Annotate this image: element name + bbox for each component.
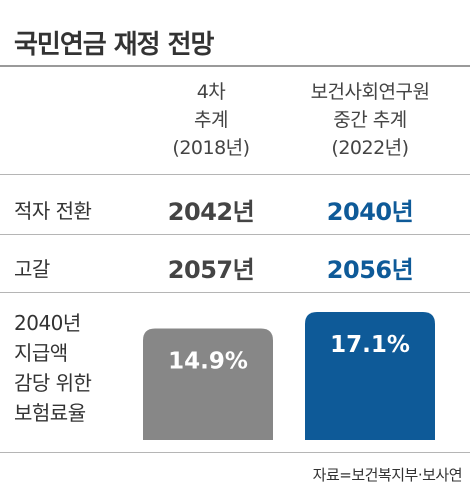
row-label-deficit: 적자 전환 <box>14 199 92 223</box>
row-label-depletion: 고갈 <box>14 257 50 281</box>
rate-bar-value-label: 17.1% <box>330 332 410 358</box>
column-header-line: (2022년) <box>331 137 409 159</box>
rate-bar-value-label: 14.9% <box>168 348 248 374</box>
contribution-rate-label-line: 2040년 <box>14 311 81 335</box>
infographic-title: 국민연금 재정 전망 <box>14 30 214 60</box>
row-divider <box>0 174 470 175</box>
row-divider <box>0 292 470 293</box>
row-divider <box>0 234 470 235</box>
column-header-line: (2018년) <box>172 137 250 159</box>
contribution-rate-label-line: 지급액 <box>14 341 68 365</box>
column-header-kihasa-projection: 보건사회연구원 중간 추계 (2022년) <box>278 78 462 162</box>
deficit-year-2022-projection: 2040년 <box>326 198 414 226</box>
rate-bar-2022-projection <box>305 312 435 440</box>
contribution-rate-label-line: 감당 위한 <box>14 371 92 395</box>
title-divider <box>0 65 470 67</box>
column-header-line: 4차 <box>196 81 226 103</box>
column-header-4th-projection: 4차 추계 (2018년) <box>140 78 282 162</box>
column-header-line: 추계 <box>194 109 228 131</box>
rate-bar-2018-projection <box>143 328 273 440</box>
deficit-year-2018-projection: 2042년 <box>167 198 255 226</box>
bottom-divider <box>0 452 470 453</box>
depletion-year-2018-projection: 2057년 <box>167 256 255 284</box>
contribution-rate-label: 2040년 지급액 감당 위한 보험료율 <box>14 308 124 428</box>
source-note: 자료=보건복지부·보사연 <box>312 466 463 484</box>
column-header-line: 중간 추계 <box>333 109 407 131</box>
contribution-rate-label-line: 보험료율 <box>14 401 86 425</box>
column-header-line: 보건사회연구원 <box>310 81 430 103</box>
depletion-year-2022-projection: 2056년 <box>326 256 414 284</box>
